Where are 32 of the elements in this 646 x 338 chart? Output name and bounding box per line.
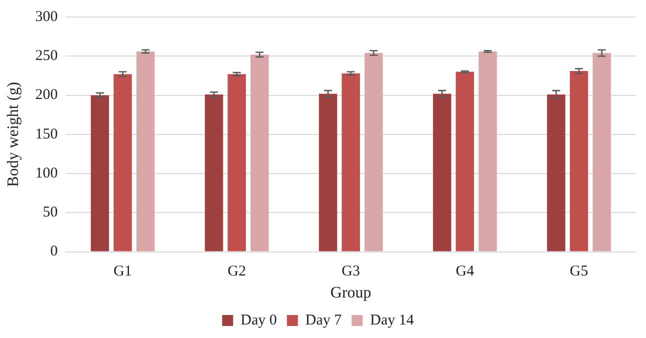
bar bbox=[90, 95, 110, 252]
legend-label: Day 7 bbox=[305, 312, 342, 328]
bar bbox=[478, 51, 497, 252]
bar bbox=[114, 74, 132, 252]
bar bbox=[547, 94, 566, 252]
legend-label: Day 0 bbox=[240, 312, 277, 328]
bar bbox=[570, 71, 588, 252]
bar bbox=[364, 53, 383, 252]
bar bbox=[250, 54, 269, 252]
y-axis-title: Body weight (g) bbox=[4, 82, 22, 187]
x-tick-label: G2 bbox=[228, 264, 246, 280]
y-tick-label: 150 bbox=[35, 126, 58, 142]
bar bbox=[318, 94, 338, 252]
y-tick-label: 50 bbox=[42, 204, 58, 221]
y-tick-label: 200 bbox=[35, 87, 58, 104]
bar bbox=[204, 94, 224, 252]
y-tick-label: 100 bbox=[35, 165, 58, 182]
x-tick-label: G3 bbox=[342, 264, 360, 280]
bar bbox=[228, 74, 246, 252]
bar bbox=[432, 94, 452, 252]
y-tick-label: 300 bbox=[35, 8, 58, 25]
legend-label: Day 14 bbox=[370, 312, 414, 328]
bar bbox=[592, 53, 611, 252]
bar bbox=[342, 73, 360, 252]
x-axis-title: Group bbox=[330, 284, 372, 302]
x-tick-label: G4 bbox=[456, 264, 475, 280]
x-tick-label: G1 bbox=[114, 264, 132, 280]
bar bbox=[136, 51, 155, 252]
y-tick-label: 0 bbox=[50, 244, 58, 260]
y-tick-label: 250 bbox=[35, 48, 58, 64]
bar bbox=[456, 72, 474, 252]
x-tick-label: G5 bbox=[570, 264, 588, 280]
